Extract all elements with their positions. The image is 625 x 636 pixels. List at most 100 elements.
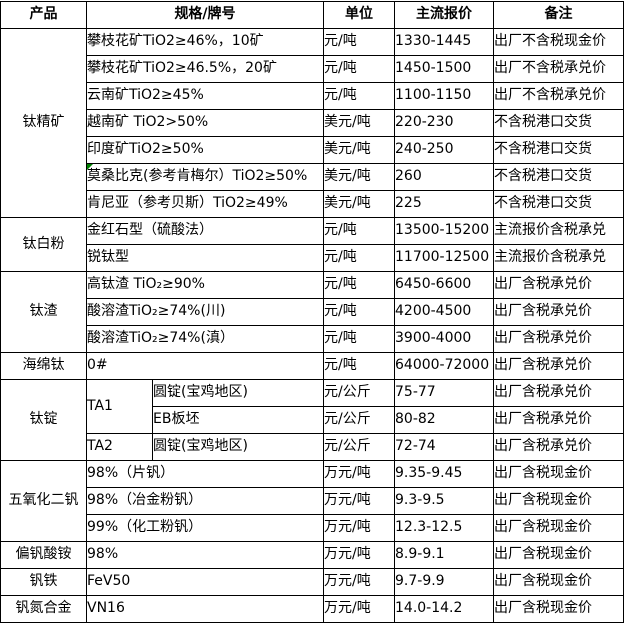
table-row: 锐钛型 元/吨 11700-12500 主流报价含税承兑 — [1, 244, 624, 272]
cell-remark: 出厂不含税承兑价 — [493, 82, 624, 110]
cell-price: 64000-72000 — [394, 352, 494, 380]
cell-unit: 元/公斤 — [323, 433, 395, 461]
cell-price: 3900-4000 — [394, 325, 494, 353]
cell-price: 12.3-12.5 — [394, 514, 494, 542]
cell-remark: 出厂含税承兑价 — [493, 271, 624, 299]
cell-price: 13500-15200 — [394, 217, 494, 245]
cell-remark: 不含税港口交货 — [493, 109, 624, 137]
cell-unit: 元/吨 — [323, 271, 395, 299]
cell-product: 钛白粉 — [0, 217, 87, 272]
cell-price: 9.35-9.45 — [394, 460, 494, 488]
cell-spec: 98%（片钒） — [86, 460, 324, 488]
cell-remark: 出厂含税现金价 — [493, 541, 624, 569]
cell-unit: 元/吨 — [323, 55, 395, 83]
cell-remark: 出厂不含税承兑价 — [493, 55, 624, 83]
cell-price: 72-74 — [394, 433, 494, 461]
cell-product: 钒铁 — [0, 568, 87, 596]
cell-unit: 元/公斤 — [323, 406, 395, 434]
cell-spec: 云南矿TiO2≥45% — [86, 82, 324, 110]
cell-spec: 0# — [86, 352, 324, 380]
cell-remark: 出厂含税现金价 — [493, 487, 624, 515]
cell-remark: 出厂含税承兑价 — [493, 406, 624, 434]
cell-remark: 出厂含税承兑价 — [493, 379, 624, 407]
table-row: 海绵钛 0# 元/吨 64000-72000 出厂含税承兑价 — [0, 352, 624, 380]
cell-unit: 元/吨 — [323, 82, 395, 110]
table-row: 99%（化工粉钒） 万元/吨 12.3-12.5 出厂含税现金价 — [1, 514, 624, 542]
header-product: 产品 — [0, 1, 87, 29]
table-row: 攀枝花矿TiO2≥46.5%，20矿 元/吨 1450-1500 出厂不含税承兑… — [1, 55, 624, 83]
cell-unit: 美元/吨 — [323, 163, 395, 191]
cell-spec: FeV50 — [86, 568, 324, 596]
table-row: 钛精矿 攀枝花矿TiO2≥46%，10矿 元/吨 1330-1445 出厂不含税… — [0, 28, 624, 218]
cell-remark: 主流报价含税承兑 — [493, 244, 624, 272]
table-row: 钒氮合金 VN16 万元/吨 14.0-14.2 出厂含税现金价 — [0, 595, 624, 623]
cell-unit: 万元/吨 — [323, 541, 395, 569]
cell-spec: 高钛渣 TiO₂≥90% — [86, 271, 324, 299]
table-row: 云南矿TiO2≥45% 元/吨 1100-1150 出厂不含税承兑价 — [1, 82, 624, 110]
cell-spec: 98%（冶金粉钒） — [86, 487, 324, 515]
cell-spec: 莫桑比克(参考肯梅尔）TiO2≥50% — [86, 163, 324, 191]
cell-price: 9.7-9.9 — [394, 568, 494, 596]
cell-unit: 万元/吨 — [323, 487, 395, 515]
table-row: 钒铁 FeV50 万元/吨 9.7-9.9 出厂含税现金价 — [0, 568, 624, 596]
cell-spec: 锐钛型 — [86, 244, 324, 272]
cell-unit: 美元/吨 — [323, 109, 395, 137]
cell-unit: 美元/吨 — [323, 136, 395, 164]
cell-remark: 出厂含税现金价 — [493, 460, 624, 488]
cell-unit: 万元/吨 — [323, 568, 395, 596]
cell-spec: 金红石型（硫酸法） — [86, 217, 324, 245]
cell-remark: 出厂含税承兑价 — [493, 352, 624, 380]
cell-remark: 出厂含税承兑价 — [493, 298, 624, 326]
header-row: 产品 规格/牌号 单位 主流报价 备注 — [0, 1, 624, 29]
cell-spec: 越南矿 TiO2>50% — [86, 109, 324, 137]
header-spec: 规格/牌号 — [86, 1, 324, 29]
cell-unit: 万元/吨 — [323, 595, 395, 623]
cell-product: 钒氮合金 — [0, 595, 87, 623]
cell-unit: 元/吨 — [323, 325, 395, 353]
cell-remark: 出厂含税承兑价 — [493, 433, 624, 461]
table-row: 钛锭 TA1 圆锭(宝鸡地区) 元/公斤 75-77 出厂含税承兑价 — [0, 379, 624, 461]
cell-unit: 万元/吨 — [323, 460, 395, 488]
cell-product: 偏钒酸铵 — [0, 541, 87, 569]
cell-remark: 主流报价含税承兑 — [493, 217, 624, 245]
header-remark: 备注 — [493, 1, 624, 29]
cell-remark: 不含税港口交货 — [493, 190, 624, 218]
cell-price: 1100-1150 — [394, 82, 494, 110]
table-row: 钛渣 高钛渣 TiO₂≥90% 元/吨 6450-6600 出厂含税承兑价 — [0, 271, 624, 353]
cell-spec: 酸溶渣TiO₂≥74%(滇） — [86, 325, 324, 353]
table-row: 98%（冶金粉钒） 万元/吨 9.3-9.5 出厂含税现金价 — [1, 487, 624, 515]
cell-grade: TA1 — [86, 379, 153, 434]
cell-spec-text: 莫桑比克(参考肯梅尔）TiO2≥50% — [87, 168, 308, 185]
cell-unit: 美元/吨 — [323, 190, 395, 218]
cell-spec: 98% — [86, 541, 324, 569]
cell-product: 海绵钛 — [0, 352, 87, 380]
cell-spec: 酸溶渣TiO₂≥74%(川) — [86, 298, 324, 326]
cell-unit: 元/吨 — [323, 298, 395, 326]
table-row: TA2 圆锭(宝鸡地区) 元/公斤 72-74 出厂含税承兑价 — [1, 433, 624, 461]
cell-unit: 元/公斤 — [323, 379, 395, 407]
table-row: 酸溶渣TiO₂≥74%(滇） 元/吨 3900-4000 出厂含税承兑价 — [1, 325, 624, 353]
cell-remark: 出厂含税现金价 — [493, 595, 624, 623]
cell-remark: 出厂不含税现金价 — [493, 28, 624, 56]
cell-price: 8.9-9.1 — [394, 541, 494, 569]
cell-spec: VN16 — [86, 595, 324, 623]
table-row: 越南矿 TiO2>50% 美元/吨 220-230 不含税港口交货 — [1, 109, 624, 137]
cell-spec: 攀枝花矿TiO2≥46.5%，20矿 — [86, 55, 324, 83]
cell-price: 1450-1500 — [394, 55, 494, 83]
cell-price: 14.0-14.2 — [394, 595, 494, 623]
cell-price: 240-250 — [394, 136, 494, 164]
cell-price: 4200-4500 — [394, 298, 494, 326]
header-price: 主流报价 — [394, 1, 494, 29]
cell-spec: 圆锭(宝鸡地区) — [152, 379, 324, 407]
cell-spec: 肯尼亚（参考贝斯）TiO2≥49% — [86, 190, 324, 218]
cell-remark: 出厂含税承兑价 — [493, 325, 624, 353]
cell-remark: 出厂含税现金价 — [493, 514, 624, 542]
table-row: EB板坯 元/公斤 80-82 出厂含税承兑价 — [1, 406, 624, 434]
cell-price: 9.3-9.5 — [394, 487, 494, 515]
header-unit: 单位 — [323, 1, 395, 29]
cell-unit: 元/吨 — [323, 28, 395, 56]
cell-product: 钛精矿 — [0, 28, 87, 218]
cell-price: 260 — [394, 163, 494, 191]
cell-unit: 元/吨 — [323, 244, 395, 272]
cell-spec: EB板坯 — [152, 406, 324, 434]
